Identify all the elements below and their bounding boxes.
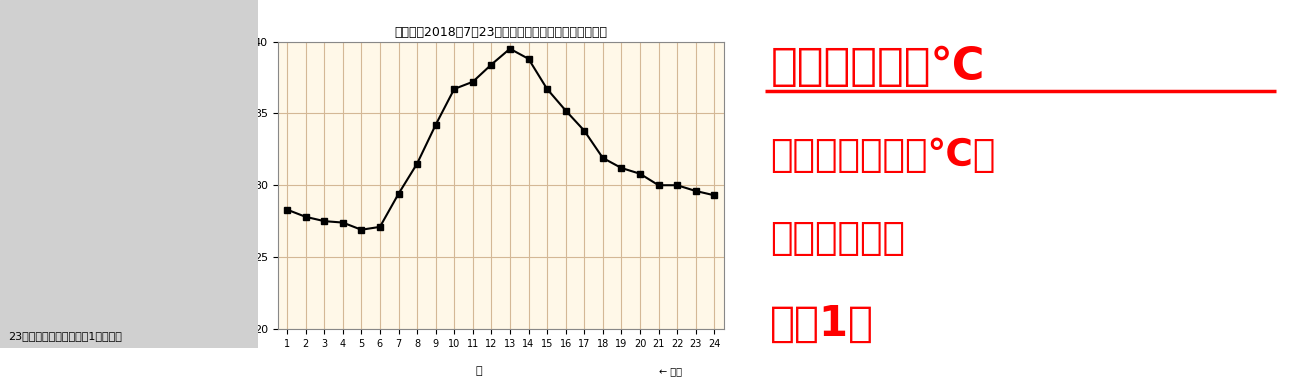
Text: 熊谷　４１１℃: 熊谷 ４１１℃ [770,45,985,88]
Text: 歴代1位: 歴代1位 [770,302,875,344]
Text: ← 気温: ← 気温 [659,366,682,376]
Text: 最高気温記録: 最高気温記録 [770,221,906,257]
Text: 23日（月）最高気温史上1位熊谷で: 23日（月）最高気温史上1位熊谷で [8,331,121,341]
Text: 時: 時 [475,366,482,376]
Title: 青梅　　2018年7月23日　　（１時間ごとの値）　気温: 青梅 2018年7月23日 （１時間ごとの値） 気温 [394,26,607,39]
Y-axis label: ℃: ℃ [236,172,249,185]
Text: （青梅　４０８℃）: （青梅 ４０８℃） [770,138,996,174]
